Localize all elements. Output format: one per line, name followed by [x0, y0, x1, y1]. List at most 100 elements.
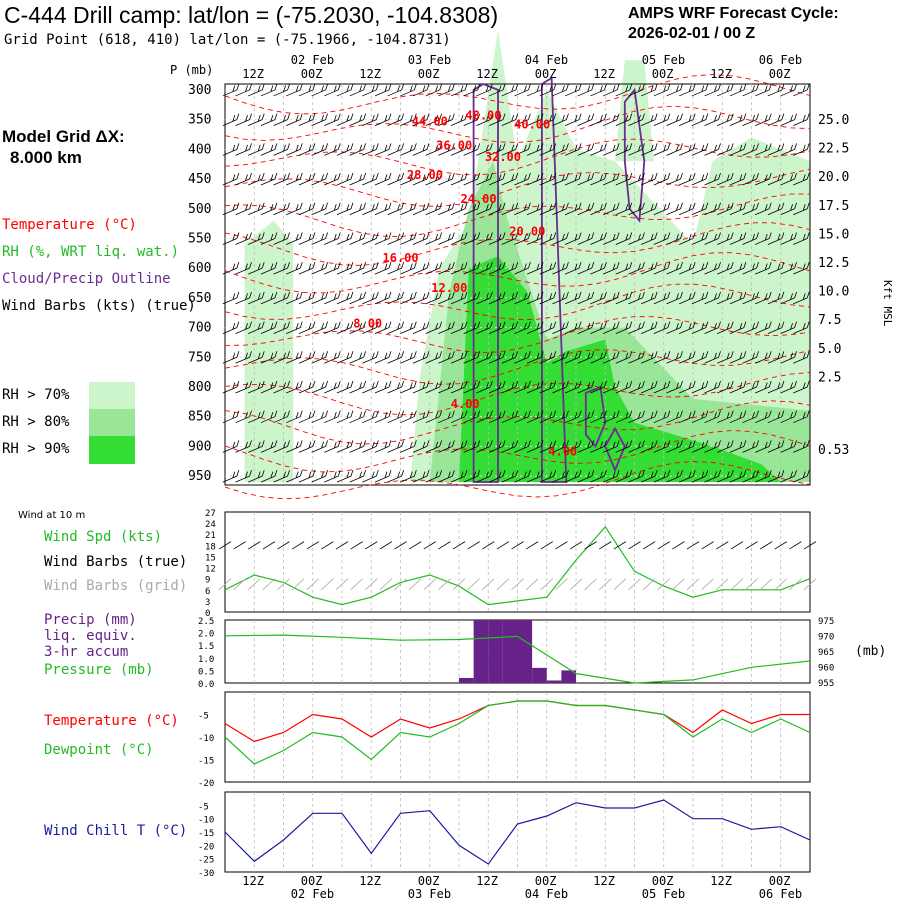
wind-barb-flag [485, 144, 489, 151]
wind-barb [260, 291, 278, 305]
wind-barb-flag [790, 322, 793, 330]
wind-barb [767, 83, 785, 97]
wind-barb-flag [650, 204, 654, 211]
wind-barb-staff [590, 89, 605, 97]
wind-barb [235, 380, 252, 394]
wind-barb-flag [650, 293, 654, 300]
wind-barb-flag [688, 441, 692, 449]
wind-barb-staff [260, 238, 276, 245]
wind-barb [362, 321, 379, 334]
wind-barb-flag [422, 352, 426, 359]
wind-barb [298, 202, 316, 216]
wind-barb-flag [743, 351, 747, 358]
wind-barb-flag [287, 380, 290, 388]
wind-barb-staff [235, 297, 250, 305]
wind-barb-staff [412, 267, 428, 275]
wind-barb [501, 351, 519, 364]
wind-barb [235, 351, 252, 364]
wind-barb-staff [298, 475, 314, 483]
wind-barb-staff [298, 267, 314, 275]
wind-barb-flag [346, 471, 350, 478]
wind-barb-staff [526, 356, 542, 364]
hour-label-bottom: 12Z [242, 874, 264, 888]
wind-barb [590, 143, 607, 156]
wind-barb-flag [781, 291, 785, 298]
wind-barb [653, 232, 671, 245]
wind-barb-flag [460, 441, 464, 449]
precip-bar [561, 670, 576, 683]
wind-barb-staff [222, 416, 238, 424]
wind-barb-flag [667, 291, 671, 298]
wind-barb-flag [375, 113, 379, 120]
wind-barb-flag [485, 412, 489, 419]
wind-barb-staff [564, 327, 580, 334]
wind-barb [248, 172, 265, 186]
wind-barb-flag [232, 322, 236, 330]
wind-barb [767, 291, 785, 305]
wind-barb [552, 351, 569, 364]
wind-barb-staff [691, 327, 707, 334]
wind-barb-flag [638, 412, 641, 419]
wind-barb-flag [654, 380, 658, 388]
wind-barb-flag [375, 440, 379, 447]
wind-barb-staff [286, 416, 301, 424]
wind-barb-flag [794, 410, 797, 417]
wind-barb [425, 410, 443, 424]
wind-barb [488, 351, 506, 364]
wind-barb-staff [640, 208, 656, 216]
wind-barb [564, 262, 582, 275]
wind-barb-staff [526, 446, 542, 453]
wind-barb [755, 291, 772, 305]
temperature-label: 36.00 [436, 138, 472, 152]
pressure-tick-label: 750 [188, 350, 211, 365]
wind-barb-staff [793, 297, 808, 305]
wind-barb-flag [245, 233, 248, 241]
wind-barb-flag [566, 440, 569, 447]
wind-barb-flag [756, 113, 759, 120]
wind-barb-flag [701, 115, 705, 122]
wind-barb-flag [274, 291, 278, 298]
wind-barb-flag [388, 440, 392, 447]
wind-barb-flag [553, 202, 557, 209]
wind-barb-flag [730, 83, 734, 91]
wind-barb-staff [488, 327, 504, 334]
wind-barb-staff [374, 297, 390, 305]
kft-tick-label: 15.0 [818, 227, 849, 242]
wind-barb-staff [260, 178, 276, 186]
wind-barb-flag [806, 172, 810, 180]
wind-barb-flag [524, 293, 527, 300]
hour-label-bottom: 00Z [769, 874, 791, 888]
wind-tick-label: 3 [205, 598, 210, 608]
wind-barb-flag [283, 174, 286, 181]
wind-barb-staff [729, 178, 745, 186]
wind-barb-flag [616, 410, 620, 417]
wind-barb-flag [485, 174, 489, 181]
wind-barb-staff [640, 386, 656, 394]
wind-barb-flag [528, 172, 531, 180]
wind-barb-flag [363, 262, 367, 269]
wind-barb-staff [412, 446, 428, 453]
wind-barb [311, 202, 328, 216]
wind-barb-staff [514, 386, 529, 394]
wind-barb [412, 291, 430, 305]
rh90-label: RH > 90% [2, 441, 70, 457]
wind-barb-flag [726, 382, 730, 389]
wind-barb [793, 410, 810, 424]
wind-barb [729, 172, 747, 186]
wind-barb [767, 351, 785, 364]
wind-barb-flag [435, 115, 439, 122]
wind-barb-flag [439, 440, 443, 447]
wind-barb-flag [802, 263, 806, 270]
dewpoint-legend: Dewpoint (°C) [44, 742, 154, 758]
wind-barb-flag [802, 85, 806, 92]
wind-barb-staff [311, 267, 326, 275]
wind-barb-flag [447, 382, 451, 389]
wind-barb-flag [688, 322, 692, 330]
wind-barb [374, 351, 392, 364]
wind-barb-staff [679, 208, 694, 216]
wind-barb-flag [701, 382, 705, 389]
wind-barb-flag [806, 291, 810, 298]
wind-barb-staff [476, 208, 491, 216]
wind-barb-flag [642, 291, 645, 298]
wind-barb-flag [578, 380, 582, 388]
